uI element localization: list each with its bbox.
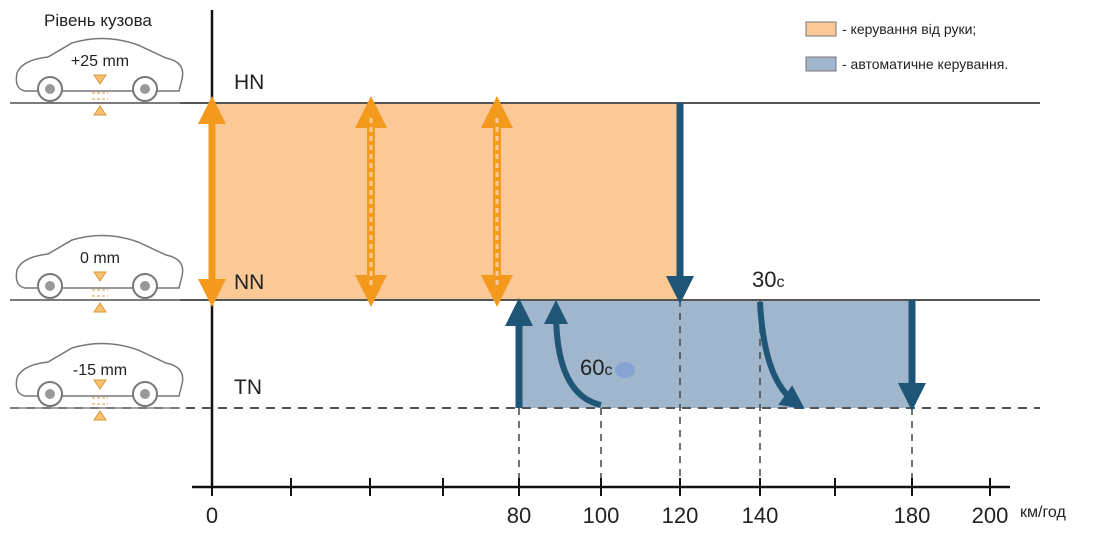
y-axis-title: Рівень кузова [44,11,152,30]
car-icon [10,38,183,115]
level-offset: +25 mm [71,53,129,70]
x-tick-label: 120 [662,503,699,528]
manual-region [212,103,680,300]
x-tick-label: 0 [206,503,218,528]
x-tick-label: 200 [972,503,1009,528]
highlight [615,362,635,378]
legend-text: - керування від руки; [842,21,976,37]
level-offset: 0 mm [80,250,120,267]
x-tick-label: 100 [583,503,620,528]
legend-text: - автоматичне керування. [842,56,1008,72]
x-axis-unit: км/год [1020,504,1066,521]
level-name: HN [234,71,264,94]
level-offset: -15 mm [73,362,127,379]
car-icon [10,343,183,420]
diagram: Рівень кузова - керування від руки; - ав… [0,0,1093,529]
level-name: NN [234,271,264,294]
level-name: TN [234,376,262,399]
x-tick-label: 140 [742,503,779,528]
x-tick-label: 180 [894,503,931,528]
legend-swatch [806,22,836,36]
delay-label: 30с [752,267,784,292]
legend-swatch [806,57,836,71]
x-tick-label: 80 [507,503,531,528]
car-icon [10,235,183,312]
